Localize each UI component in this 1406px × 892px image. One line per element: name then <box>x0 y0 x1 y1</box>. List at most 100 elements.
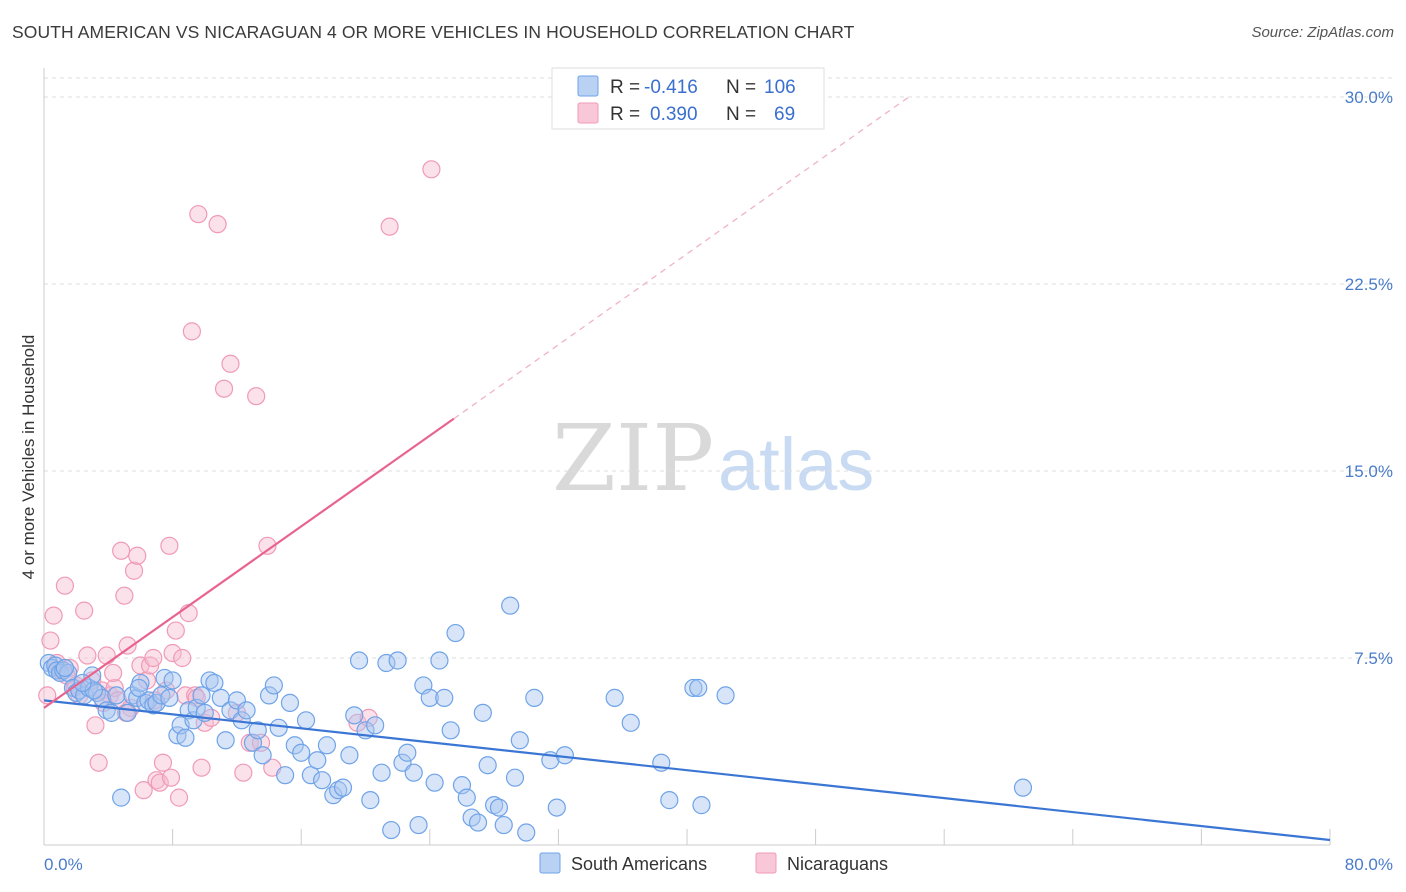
nicaraguan-point-53 <box>247 387 266 406</box>
legend-n-label-2: N = <box>726 104 756 125</box>
south-american-point-94 <box>494 815 513 835</box>
south-american-point-17 <box>107 686 126 705</box>
bottom-legend-swatch-nicaraguans <box>755 852 777 874</box>
south-american-point-44 <box>227 691 246 710</box>
south-american-point-59 <box>308 751 327 770</box>
south-american-point-111 <box>689 678 708 698</box>
south-american-point-52 <box>269 718 288 737</box>
nicaraguan-point-19 <box>112 541 131 560</box>
south-american-point-92 <box>485 796 504 815</box>
legend-n-label-1: N = <box>726 77 756 98</box>
y-axis-label: 4 or more Vehicles in Household <box>19 335 38 580</box>
south-american-point-57 <box>296 711 316 730</box>
south-american-point-69 <box>361 791 380 810</box>
nicaraguan-point-1 <box>41 631 60 650</box>
nicaraguan-point-36 <box>166 621 185 640</box>
legend-box: R = -0.416 N = 106 R = 0.390 N = 69 <box>551 67 825 130</box>
nicaraguan-trend-line-extension <box>453 96 910 420</box>
south-american-point-40 <box>205 673 224 693</box>
south-american-point-18 <box>112 788 131 807</box>
nicaraguan-point-23 <box>124 561 144 580</box>
south-american-point-50 <box>259 686 279 705</box>
bottom-legend-label-south-americans: South Americans <box>571 854 707 874</box>
bottom-legend-label-nicaraguans: Nicaraguans <box>787 854 888 874</box>
south-american-point-56 <box>292 743 311 762</box>
x-tick-label-1: 80.0% <box>1345 855 1393 874</box>
south-american-point-19 <box>118 703 137 722</box>
south-american-point-114 <box>55 658 74 678</box>
south-american-point-63 <box>329 781 348 800</box>
legend-swatch-south-americans <box>577 75 599 97</box>
south-american-point-80 <box>420 688 439 707</box>
bottom-legend-swatch-south-americans <box>539 852 561 874</box>
nicaraguan-point-44 <box>192 758 211 777</box>
nicaraguan-point-48 <box>214 379 234 398</box>
trend-lines <box>43 96 1331 842</box>
grid <box>44 77 1392 659</box>
south-american-point-65 <box>340 746 359 765</box>
south-american-point-66 <box>345 706 364 725</box>
south-american-point-73 <box>382 820 401 840</box>
nicaraguan-point-30 <box>147 771 166 790</box>
nicaraguan-point-29 <box>144 648 163 668</box>
south-american-point-103 <box>605 688 624 707</box>
south-american-point-108 <box>692 796 711 815</box>
data-points <box>38 160 1033 842</box>
south-american-point-29 <box>160 688 179 707</box>
south-american-point-109 <box>716 686 735 705</box>
south-american-point-93 <box>489 798 509 817</box>
south-american-point-110 <box>1013 778 1033 797</box>
nicaraguan-point-20 <box>115 586 134 605</box>
south-american-point-42 <box>216 731 235 750</box>
nicaraguan-trend-line <box>43 417 455 709</box>
chart-title: SOUTH AMERICAN VS NICARAGUAN 4 OR MORE V… <box>12 22 855 42</box>
nicaraguan-point-32 <box>153 753 173 772</box>
nicaraguan-point-43 <box>189 205 208 224</box>
watermark-atlas: atlas <box>718 423 874 506</box>
south-american-point-107 <box>684 678 703 698</box>
legend-r-value-1: -0.416 <box>644 77 698 98</box>
south-american-point-49 <box>253 746 272 765</box>
legend-n-value-1: 106 <box>764 77 796 98</box>
tick-labels: 7.5% 15.0% 22.5% 30.0% 0.0% 80.0% <box>44 88 1393 874</box>
south-american-point-96 <box>505 768 525 787</box>
nicaraguan-point-67 <box>161 768 181 787</box>
south-american-point-51 <box>264 676 283 695</box>
south-american-point-39 <box>200 671 219 690</box>
y-tick-label-1: 15.0% <box>1345 462 1393 481</box>
south-american-trend-line <box>43 699 1331 842</box>
y-tick-label-2: 22.5% <box>1345 275 1393 294</box>
nicaraguan-point-5 <box>55 576 74 595</box>
nicaraguan-point-0 <box>38 686 57 705</box>
y-tick-label-0: 7.5% <box>1354 649 1393 668</box>
south-american-point-87 <box>457 788 476 807</box>
south-american-point-61 <box>317 736 337 755</box>
nicaraguan-point-24 <box>128 546 147 565</box>
nicaraguan-point-41 <box>182 322 201 341</box>
south-american-point-62 <box>324 786 343 805</box>
south-american-point-46 <box>237 701 256 720</box>
nicaraguan-point-21 <box>118 636 137 655</box>
watermark: ZIP atlas <box>552 405 874 512</box>
south-american-point-84 <box>441 721 460 740</box>
nicaraguan-point-51 <box>234 763 253 782</box>
nicaraguan-point-2 <box>44 606 63 625</box>
legend-r-label-2: R = <box>610 104 640 125</box>
south-american-point-76 <box>398 743 417 762</box>
south-american-point-83 <box>435 688 454 707</box>
watermark-zip: ZIP <box>552 405 714 512</box>
south-american-point-89 <box>468 813 488 832</box>
nicaraguan-point-26 <box>134 781 153 800</box>
south-american-point-78 <box>409 815 428 835</box>
south-american-point-95 <box>501 596 520 615</box>
south-american-point-58 <box>301 766 320 785</box>
south-american-point-70 <box>366 716 385 735</box>
south-american-point-48 <box>248 721 267 740</box>
nicaraguan-point-40 <box>179 604 198 623</box>
source-label: Source: ZipAtlas.com <box>1251 24 1394 41</box>
nicaraguan-point-35 <box>163 643 182 663</box>
south-american-point-104 <box>621 713 640 732</box>
south-american-point-30 <box>163 671 182 690</box>
axes <box>43 68 1331 846</box>
